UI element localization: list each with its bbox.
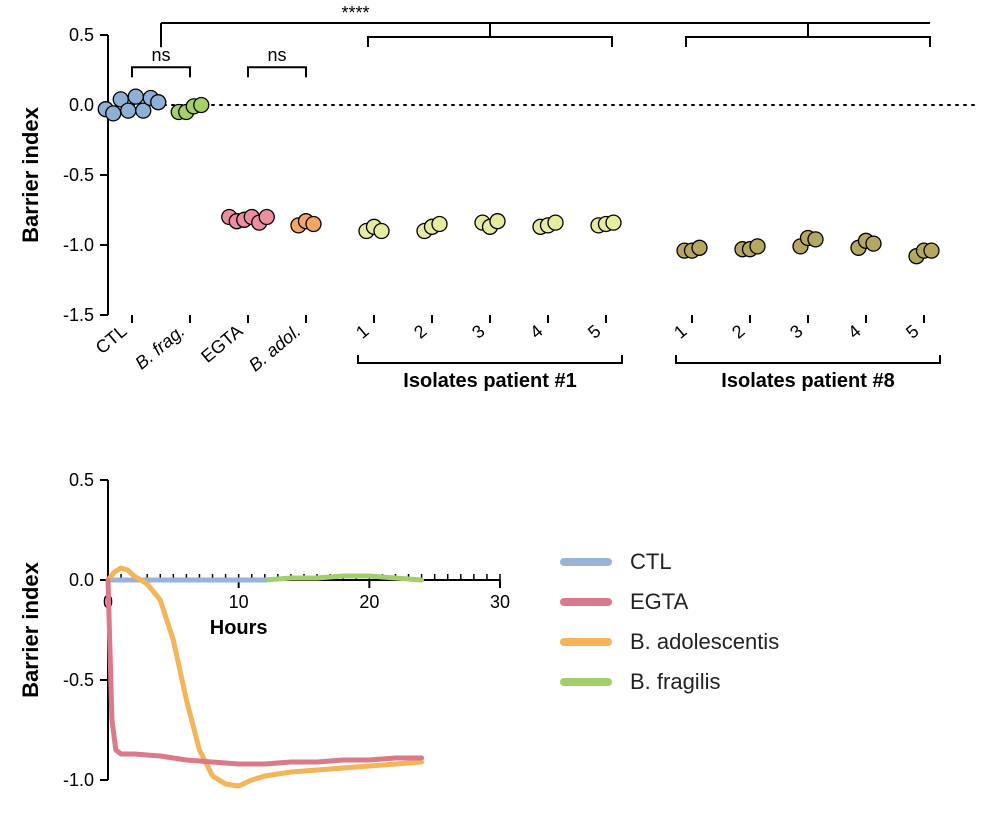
panel-b-line-chart: -1.0-0.50.00.5Barrier index0102030Hours — [0, 450, 520, 820]
legend-swatch — [560, 598, 612, 606]
panel-b-x-axis-title: Hours — [210, 617, 268, 639]
panel-b-y-axis-title: Barrier index — [18, 561, 43, 697]
significance-label: ns — [151, 45, 170, 65]
category-label: 1 — [670, 321, 691, 343]
category-label: CTL — [92, 321, 131, 358]
svg-text:-1.0: -1.0 — [63, 770, 94, 790]
data-point — [750, 239, 765, 254]
data-point — [306, 217, 321, 232]
significance-label: ns — [267, 45, 286, 65]
data-point — [692, 240, 707, 255]
svg-text:0.5: 0.5 — [69, 25, 94, 45]
category-label: 3 — [786, 321, 807, 343]
data-point — [106, 106, 121, 121]
category-label: 2 — [728, 321, 749, 343]
data-point — [808, 232, 823, 247]
svg-text:0.0: 0.0 — [69, 570, 94, 590]
figure-container: { "colors": { "ctl": "#8fb0d6", "bfrag":… — [0, 0, 1000, 827]
legend-swatch — [560, 678, 612, 686]
data-point — [128, 89, 143, 104]
legend-item: CTL — [560, 549, 779, 575]
panel-a-y-axis-title: Barrier index — [18, 106, 43, 242]
svg-text:10: 10 — [229, 592, 249, 612]
svg-text:-0.5: -0.5 — [63, 670, 94, 690]
category-label: 1 — [352, 321, 373, 343]
data-point — [151, 95, 166, 110]
legend-swatch — [560, 558, 612, 566]
legend: CTL EGTA B. adolescentis B. fragilis — [560, 535, 779, 709]
category-label: 5 — [902, 321, 923, 343]
svg-text:0.0: 0.0 — [69, 95, 94, 115]
legend-swatch — [560, 638, 612, 646]
legend-label: EGTA — [630, 589, 688, 615]
legend-item: EGTA — [560, 589, 779, 615]
category-label: 3 — [468, 321, 489, 343]
legend-label: B. fragilis — [630, 669, 720, 695]
svg-text:-1.0: -1.0 — [63, 235, 94, 255]
category-label: B. adol. — [245, 321, 305, 376]
data-point — [606, 215, 621, 230]
data-point — [374, 224, 389, 239]
data-point — [259, 210, 274, 225]
category-label: 4 — [526, 321, 547, 343]
data-point — [432, 217, 447, 232]
svg-text:-1.5: -1.5 — [63, 305, 94, 325]
legend-label: B. adolescentis — [630, 629, 779, 655]
category-label: EGTA — [197, 321, 246, 367]
legend-item: B. adolescentis — [560, 629, 779, 655]
category-label: B. frag. — [131, 321, 188, 374]
data-point — [121, 103, 136, 118]
svg-text:30: 30 — [490, 592, 510, 612]
category-label: 2 — [410, 321, 431, 343]
data-point — [866, 236, 881, 251]
group-label: Isolates patient #8 — [721, 370, 894, 392]
svg-text:20: 20 — [359, 592, 379, 612]
group-label: Isolates patient #1 — [403, 370, 576, 392]
data-point — [490, 214, 505, 229]
legend-label: CTL — [630, 549, 672, 575]
svg-text:0.5: 0.5 — [69, 470, 94, 490]
category-label: 4 — [844, 321, 865, 343]
data-point — [194, 98, 209, 113]
svg-text:-0.5: -0.5 — [63, 165, 94, 185]
panel-a-scatter-chart: -1.5 -1.0 -0.5 0.0 0.5 Barrier index CTLB. fra… — [0, 0, 1000, 430]
category-label: 5 — [584, 321, 605, 343]
significance-stars: **** — [341, 3, 369, 23]
data-point — [548, 215, 563, 230]
data-point — [924, 243, 939, 258]
legend-item: B. fragilis — [560, 669, 779, 695]
